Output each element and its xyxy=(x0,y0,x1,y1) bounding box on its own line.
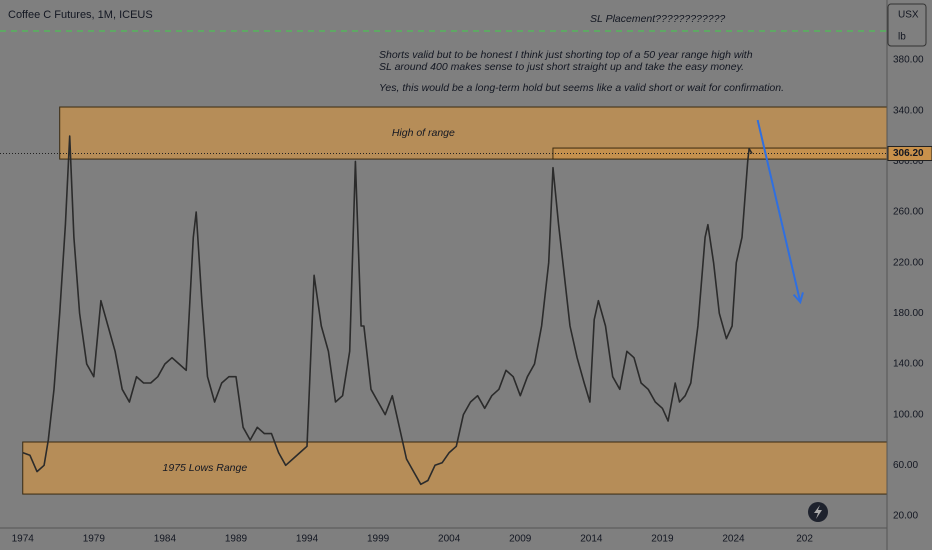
unit-box xyxy=(887,3,927,47)
x-tick-label: 1979 xyxy=(83,534,106,545)
x-tick-label: 2004 xyxy=(438,534,461,545)
arrow-head xyxy=(792,292,804,305)
x-tick-label: 1984 xyxy=(154,534,177,545)
chart-title: Coffee C Futures, 1M, ICEUS xyxy=(8,9,153,21)
unit-sub: lb xyxy=(898,32,906,43)
last-price-box xyxy=(887,145,932,161)
arrow xyxy=(756,119,802,303)
zone-label: High of range xyxy=(392,127,455,139)
y-tick-label: 180.00 xyxy=(893,308,924,319)
x-tick-label: 1974 xyxy=(12,534,35,545)
corner xyxy=(888,529,932,550)
x-tick-label: 2009 xyxy=(509,534,532,545)
x-tick-label: 1994 xyxy=(296,534,319,545)
x-tick-label: 2024 xyxy=(722,534,745,545)
x-tick-label: 1989 xyxy=(225,534,248,545)
y-tick-label: 260.00 xyxy=(893,207,924,218)
note: Yes, this would be a long-term hold but … xyxy=(379,82,784,94)
y-tick-label: 340.00 xyxy=(893,105,924,116)
flash-glyph xyxy=(814,505,822,519)
unit: USX xyxy=(898,10,919,21)
zone xyxy=(22,441,888,495)
sl-note: SL Placement???????????? xyxy=(590,13,725,25)
price-axis-panel xyxy=(887,0,932,550)
y-tick-label: 380.00 xyxy=(893,55,924,66)
y-tick-label: 220.00 xyxy=(893,257,924,268)
price-line xyxy=(22,135,753,486)
last-price-label: 306.20 xyxy=(893,148,924,159)
y-tick-label: 140.00 xyxy=(893,359,924,370)
x-tick-label: 1999 xyxy=(367,534,390,545)
axes: 20.00 60.00 100.00 140.00 180.00 220.00 260.00… xyxy=(12,55,932,545)
y-tick-label: 60.00 xyxy=(893,460,918,471)
y-tick-label: 300.00 xyxy=(893,156,924,167)
note: Shorts valid but to be honest I think ju… xyxy=(379,49,753,61)
plot: High of range 1975 Lows Range xyxy=(0,30,888,495)
x-tick-label: 202 xyxy=(796,534,813,545)
y-tick-label: 20.00 xyxy=(893,511,918,522)
note: SL around 400 makes sense to just short … xyxy=(379,61,744,73)
zone-label: 1975 Lows Range xyxy=(163,462,248,474)
x-tick-label: 2019 xyxy=(651,534,674,545)
x-tick-label: 2014 xyxy=(580,534,603,545)
y-tick-label: 100.00 xyxy=(893,409,924,420)
